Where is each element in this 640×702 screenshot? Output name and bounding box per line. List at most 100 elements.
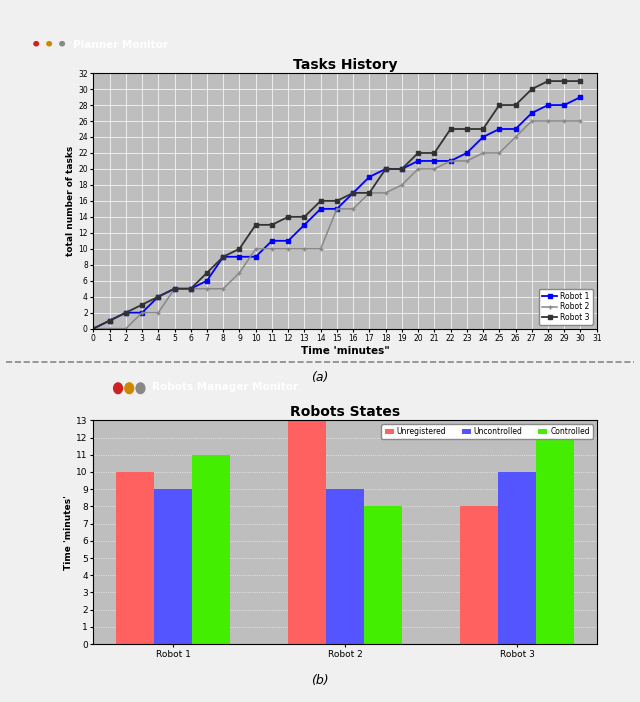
Robot 2 <box>301 244 308 253</box>
Robot 2 <box>544 117 552 125</box>
Robot 1 <box>268 237 276 245</box>
Robot 3 <box>495 101 503 110</box>
Robot 2 <box>236 269 243 277</box>
Robot 2 <box>528 117 536 125</box>
Robot 2 <box>220 284 227 293</box>
Bar <box>192 455 230 644</box>
Bar <box>536 437 574 644</box>
Robot 1 <box>431 157 438 165</box>
Robot 2 <box>154 308 162 317</box>
Robot 2 <box>382 189 390 197</box>
Robot 3 <box>187 284 195 293</box>
Robot 2 <box>463 157 470 165</box>
Robot 1 <box>463 149 470 157</box>
Robot 3 <box>301 213 308 221</box>
Robot 3 <box>252 220 260 229</box>
Bar <box>116 472 154 644</box>
Robot 1 <box>90 324 97 333</box>
Text: Robots Manager Monitor: Robots Manager Monitor <box>152 383 298 392</box>
Robot 3 <box>284 213 292 221</box>
Y-axis label: Time 'minutes': Time 'minutes' <box>65 495 74 569</box>
Robot 1 <box>106 317 113 325</box>
Robot 3 <box>512 101 520 110</box>
Text: (b): (b) <box>311 673 329 687</box>
Robot 1 <box>284 237 292 245</box>
Y-axis label: total number of tasks: total number of tasks <box>66 146 76 256</box>
Robot 3 <box>528 85 536 93</box>
Robot 2 <box>268 244 276 253</box>
Robot 1 <box>382 165 390 173</box>
Robot 1 <box>447 157 454 165</box>
Robot 2 <box>317 244 324 253</box>
Robot 3 <box>154 293 162 301</box>
Robot 2 <box>203 284 211 293</box>
Robot 3 <box>268 220 276 229</box>
Text: (a): (a) <box>311 371 329 384</box>
Robot 1 <box>317 205 324 213</box>
Ellipse shape <box>34 41 38 46</box>
Robot 3 <box>365 189 373 197</box>
Robot 2 <box>495 149 503 157</box>
Robot 3 <box>431 149 438 157</box>
Ellipse shape <box>47 41 51 46</box>
Robot 1 <box>220 253 227 261</box>
Line: Robot 2: Robot 2 <box>91 119 583 331</box>
Robot 2 <box>365 189 373 197</box>
Robot 3 <box>122 308 130 317</box>
Robot 2 <box>171 284 179 293</box>
Robot 1 <box>187 284 195 293</box>
Bar <box>326 489 364 644</box>
Robot 2 <box>447 157 454 165</box>
Robot 1 <box>528 109 536 117</box>
Line: Robot 3: Robot 3 <box>92 79 582 331</box>
Robot 3 <box>203 269 211 277</box>
Robot 2 <box>577 117 584 125</box>
Robot 2 <box>138 308 146 317</box>
Robot 1 <box>414 157 422 165</box>
X-axis label: Time 'minutes": Time 'minutes" <box>301 346 389 356</box>
Robot 1 <box>122 308 130 317</box>
Robot 1 <box>333 205 340 213</box>
Robot 2 <box>90 324 97 333</box>
Robot 2 <box>252 244 260 253</box>
Robot 3 <box>236 244 243 253</box>
Robot 2 <box>284 244 292 253</box>
Robot 2 <box>398 180 406 189</box>
Robot 2 <box>431 165 438 173</box>
Robot 3 <box>171 284 179 293</box>
Robot 2 <box>512 133 520 141</box>
Robot 3 <box>577 77 584 86</box>
Robot 1 <box>349 189 357 197</box>
Robot 2 <box>106 324 113 333</box>
Bar <box>288 420 326 644</box>
Robot 3 <box>479 125 487 133</box>
Robot 3 <box>106 317 113 325</box>
Robot 1 <box>495 125 503 133</box>
Bar <box>498 472 536 644</box>
Robot 1 <box>138 308 146 317</box>
Robot 3 <box>333 197 340 205</box>
Ellipse shape <box>60 41 65 46</box>
Bar <box>460 506 498 644</box>
Legend: Unregistered, Uncontrolled, Controlled: Unregistered, Uncontrolled, Controlled <box>381 424 593 439</box>
Bar <box>364 506 402 644</box>
Robot 3 <box>414 149 422 157</box>
Robot 3 <box>317 197 324 205</box>
Ellipse shape <box>114 383 122 394</box>
Robot 3 <box>90 324 97 333</box>
Robot 1 <box>236 253 243 261</box>
Robot 3 <box>220 253 227 261</box>
Text: Planner Monitor: Planner Monitor <box>73 39 168 50</box>
Robot 1 <box>544 101 552 110</box>
Robot 3 <box>561 77 568 86</box>
Ellipse shape <box>125 383 134 394</box>
Robot 1 <box>512 125 520 133</box>
Robot 1 <box>561 101 568 110</box>
Robot 1 <box>252 253 260 261</box>
Robot 1 <box>577 93 584 101</box>
Legend: Robot 1, Robot 2, Robot 3: Robot 1, Robot 2, Robot 3 <box>539 289 593 325</box>
Robot 2 <box>349 205 357 213</box>
Robot 2 <box>561 117 568 125</box>
Robot 2 <box>122 324 130 333</box>
Ellipse shape <box>136 383 145 394</box>
